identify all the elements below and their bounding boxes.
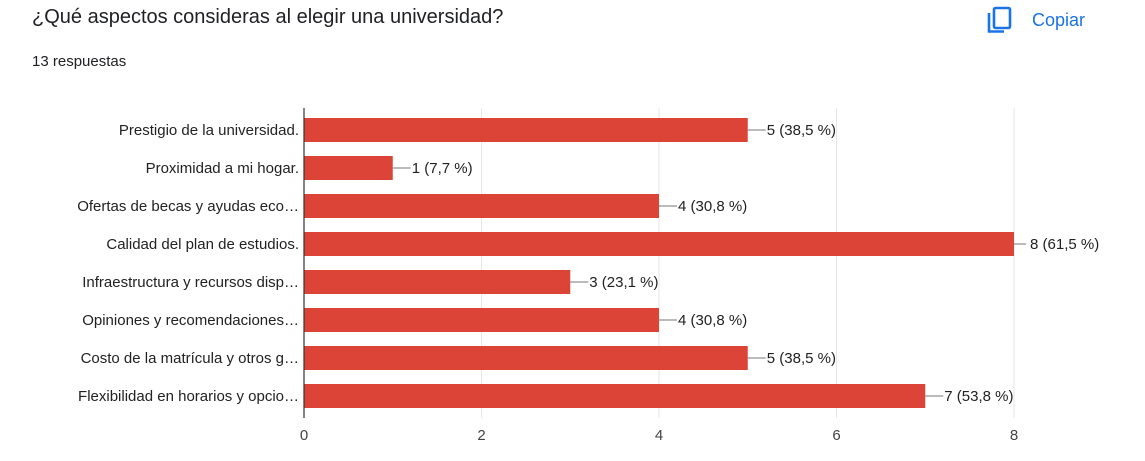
data-label: 3 (23,1 %): [589, 274, 658, 291]
bar: [304, 194, 659, 218]
category-label: Calidad del plan de estudios.: [106, 236, 299, 253]
bar: [304, 156, 393, 180]
copy-icon: [987, 6, 1012, 33]
bar: [304, 232, 1014, 256]
x-tick-label: 0: [300, 427, 308, 444]
category-label: Costo de la matrícula y otros g…: [81, 350, 299, 367]
category-label: Ofertas de becas y ayudas eco…: [77, 198, 299, 215]
category-label: Infraestructura y recursos disp…: [82, 274, 299, 291]
response-count: 13 respuestas: [32, 53, 127, 70]
category-label: Opiniones y recomendaciones…: [82, 312, 299, 329]
data-label: 4 (30,8 %): [678, 312, 747, 329]
x-tick-label: 8: [1010, 427, 1018, 444]
data-label: 1 (7,7 %): [412, 160, 473, 177]
x-tick-label: 2: [477, 427, 485, 444]
category-label: Flexibilidad en horarios y opcio…: [78, 388, 299, 405]
bar: [304, 346, 748, 370]
copy-button[interactable]: Copiar: [984, 4, 1085, 36]
bar: [304, 270, 571, 294]
copy-label: Copiar: [1032, 9, 1086, 30]
x-tick-label: 6: [832, 427, 840, 444]
question-title: ¿Qué aspectos consideras al elegir una u…: [32, 6, 504, 28]
bar: [304, 118, 748, 142]
data-label: 7 (53,8 %): [944, 388, 1013, 405]
data-label: 8 (61,5 %): [1030, 236, 1099, 253]
data-label: 5 (38,5 %): [767, 350, 836, 367]
category-label: Prestigio de la universidad.: [119, 122, 299, 139]
bar: [304, 384, 926, 408]
data-label: 4 (30,8 %): [678, 198, 747, 215]
data-label: 5 (38,5 %): [767, 122, 836, 139]
x-tick-label: 4: [655, 427, 663, 444]
category-label: Proximidad a mi hogar.: [146, 160, 299, 177]
bar: [304, 308, 659, 332]
